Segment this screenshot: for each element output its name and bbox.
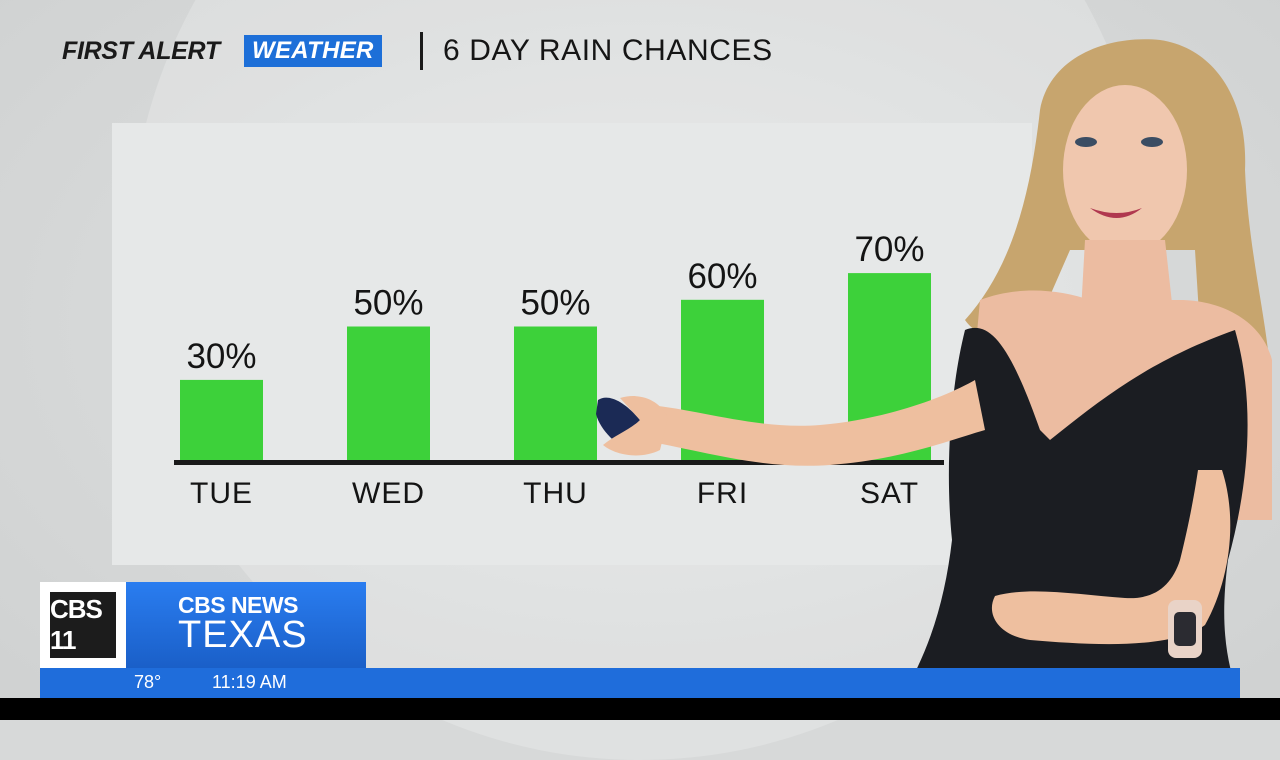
bar-value-label: 50% bbox=[353, 284, 423, 323]
network-bug: CBS NEWS TEXAS bbox=[126, 582, 366, 668]
category-label: TUE bbox=[190, 477, 253, 510]
page-title: 6 DAY RAIN CHANCES bbox=[443, 34, 773, 67]
presenter-face bbox=[1063, 85, 1187, 255]
presenter-eye-right bbox=[1141, 137, 1163, 147]
presenter-mouth bbox=[1090, 208, 1142, 218]
bar-value-label: 70% bbox=[854, 230, 924, 269]
bottom-strip bbox=[0, 698, 1280, 720]
ticker-temperature: 78° bbox=[134, 672, 162, 692]
presenter-resting-arm bbox=[991, 470, 1231, 645]
bar-tue bbox=[180, 379, 263, 460]
bar-wed bbox=[347, 326, 430, 460]
presenter-watch-face bbox=[1174, 612, 1196, 646]
x-axis-baseline bbox=[174, 460, 944, 465]
station-logo: CBS 11 bbox=[40, 582, 126, 668]
station-logo-mark: CBS 11 bbox=[50, 592, 116, 658]
category-label: SAT bbox=[860, 477, 919, 510]
bar-value-label: 30% bbox=[186, 337, 256, 376]
network-region: TEXAS bbox=[178, 614, 308, 656]
category-label: THU bbox=[523, 477, 588, 510]
header-divider bbox=[420, 32, 423, 70]
presenter bbox=[596, 39, 1272, 700]
bar-value-label: 50% bbox=[520, 284, 590, 323]
bar-thu bbox=[514, 326, 597, 460]
brand-first-alert: FIRST ALERT bbox=[62, 37, 220, 65]
category-label: WED bbox=[352, 477, 425, 510]
category-label: FRI bbox=[697, 477, 748, 510]
presenter-hand bbox=[603, 396, 668, 456]
presenter-eye-left bbox=[1075, 137, 1097, 147]
brand-weather-badge: WEATHER bbox=[244, 35, 382, 67]
presenter-arm bbox=[640, 380, 985, 466]
ticker-bar: 78° 11:19 AM bbox=[40, 668, 1240, 698]
bar-value-label: 60% bbox=[687, 257, 757, 296]
network-name: CBS NEWS bbox=[178, 592, 298, 618]
ticker-time: 11:19 AM bbox=[212, 672, 287, 692]
